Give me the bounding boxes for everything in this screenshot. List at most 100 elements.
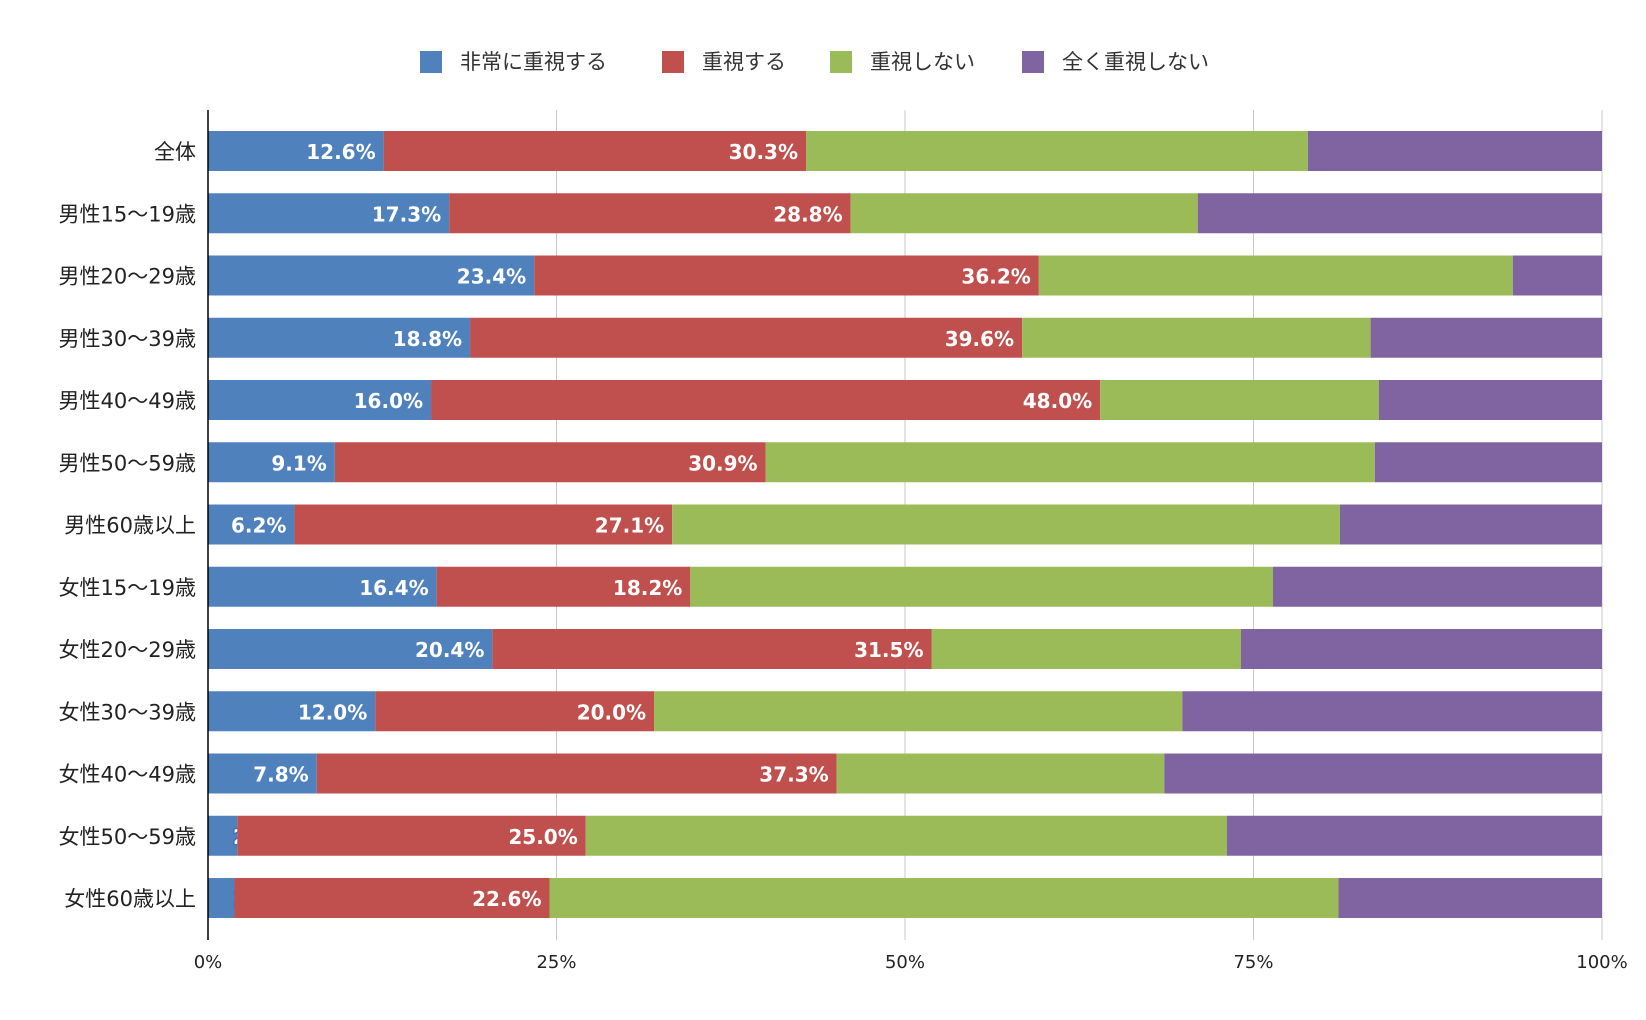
- bar-segment-5-3: [1374, 442, 1602, 483]
- legend: 非常に重視する 重視する 重視しない 全く重視しない: [420, 50, 1209, 74]
- bar-segment-6-0: [208, 504, 295, 545]
- x-tick-label-2: 50%: [885, 952, 925, 973]
- category-labels: 全体男性15〜19歳男性20〜29歳男性30〜39歳男性40〜49歳男性50〜5…: [59, 140, 196, 911]
- bar-segment-10-2: [836, 753, 1165, 794]
- legend-swatch-3: [1022, 51, 1044, 73]
- bar-segment-8-3: [1240, 629, 1602, 669]
- data-label-9-0: 12.0%: [298, 700, 367, 724]
- legend-swatch-2: [830, 51, 852, 73]
- legend-swatch-0: [420, 51, 442, 73]
- bar-segment-12-1: [234, 878, 550, 918]
- category-label-7: 女性15〜19歳: [59, 576, 196, 600]
- data-label-1-0: 17.3%: [372, 202, 441, 226]
- bar-segment-4-1: [431, 380, 1101, 420]
- data-label-3-0: 18.8%: [393, 327, 462, 351]
- bar-segment-8-0: [208, 629, 493, 669]
- data-label-5-0: 9.1%: [271, 451, 326, 475]
- bar-segment-11-2: [585, 815, 1228, 856]
- data-label-0-1: 30.3%: [729, 140, 798, 164]
- data-label-6-1: 27.1%: [595, 514, 664, 538]
- bar-segment-9-3: [1182, 691, 1602, 732]
- bar-segment-5-1: [334, 442, 766, 483]
- data-label-7-1: 18.2%: [613, 576, 682, 600]
- bar-segment-2-1: [534, 255, 1039, 296]
- bar-segment-6-3: [1339, 504, 1602, 545]
- bar-segment-4-3: [1378, 380, 1602, 420]
- bar-segment-1-1: [449, 193, 851, 234]
- bar-segment-7-3: [1273, 566, 1602, 607]
- bar-segment-4-2: [1100, 380, 1379, 420]
- bar-segment-0-0: [208, 131, 384, 171]
- data-label-8-1: 31.5%: [854, 638, 923, 662]
- bar-segment-2-2: [1038, 255, 1513, 296]
- x-tick-label-0: 0%: [194, 952, 223, 973]
- bar-segment-10-3: [1164, 753, 1602, 794]
- bar-segment-12-2: [549, 878, 1339, 918]
- legend-label-1: 重視する: [702, 50, 786, 74]
- bar-segment-7-1: [436, 566, 691, 607]
- category-label-10: 女性40〜49歳: [59, 763, 196, 787]
- bar-segment-8-2: [931, 629, 1241, 669]
- category-label-12: 女性60歳以上: [64, 887, 196, 911]
- bar-segment-9-1: [375, 691, 655, 732]
- bar-segment-3-2: [1022, 317, 1371, 358]
- bar-segment-3-1: [470, 317, 1023, 358]
- bar-segment-1-0: [208, 193, 450, 234]
- bar-segment-7-2: [690, 566, 1274, 607]
- bar-segment-6-2: [672, 504, 1340, 545]
- x-axis-ticks: 0% 25% 50% 75% 100%: [194, 952, 1628, 973]
- category-label-3: 男性30〜39歳: [59, 327, 196, 351]
- bar-segment-11-3: [1227, 815, 1602, 856]
- data-label-12-1: 22.6%: [472, 887, 541, 911]
- data-label-11-1: 25.0%: [508, 825, 577, 849]
- bar-segment-10-1: [316, 753, 837, 794]
- x-tick-label-1: 25%: [536, 952, 576, 973]
- bar-segment-5-2: [765, 442, 1375, 483]
- bar-segment-0-2: [806, 131, 1308, 171]
- category-label-8: 女性20〜29歳: [59, 638, 196, 662]
- bar-segment-0-1: [383, 131, 807, 171]
- legend-label-2: 重視しない: [870, 50, 975, 74]
- bar-segment-0-3: [1307, 131, 1602, 171]
- data-label-5-1: 30.9%: [688, 451, 757, 475]
- data-label-4-1: 48.0%: [1023, 389, 1092, 413]
- category-label-1: 男性15〜19歳: [59, 202, 196, 226]
- category-label-2: 男性20〜29歳: [59, 265, 196, 289]
- data-label-6-0: 6.2%: [231, 514, 286, 538]
- bar-segment-11-0: [208, 815, 238, 856]
- category-label-11: 女性50〜59歳: [59, 825, 196, 849]
- data-label-10-0: 7.8%: [253, 763, 308, 787]
- bars: 12.6% 30.3% 17.3% 28.8% 23.4% 36.2% 18.8% 39.6%…: [208, 131, 1602, 918]
- bar-segment-6-1: [294, 504, 673, 545]
- data-label-10-1: 37.3%: [759, 763, 828, 787]
- data-label-9-1: 20.0%: [577, 700, 646, 724]
- data-label-2-0: 23.4%: [457, 265, 526, 289]
- bar-segment-1-3: [1197, 193, 1602, 234]
- bar-segment-11-1: [237, 815, 586, 856]
- category-label-4: 男性40〜49歳: [59, 389, 196, 413]
- data-label-4-0: 16.0%: [354, 389, 423, 413]
- legend-label-0: 非常に重視する: [460, 50, 607, 74]
- category-label-0: 全体: [154, 140, 196, 164]
- category-label-9: 女性30〜39歳: [59, 700, 196, 724]
- legend-label-3: 全く重視しない: [1062, 50, 1209, 74]
- category-label-6: 男性60歳以上: [64, 514, 196, 538]
- bar-segment-12-0: [208, 878, 235, 918]
- bar-segment-3-3: [1370, 317, 1602, 358]
- data-label-2-1: 36.2%: [961, 265, 1030, 289]
- data-label-1-1: 28.8%: [773, 202, 842, 226]
- bar-segment-10-0: [208, 753, 317, 794]
- x-tick-label-4: 100%: [1576, 952, 1627, 973]
- x-tick-label-3: 75%: [1233, 952, 1273, 973]
- legend-swatch-1: [662, 51, 684, 73]
- bar-segment-2-3: [1512, 255, 1602, 296]
- bar-segment-2-0: [208, 255, 535, 296]
- bar-segment-9-2: [654, 691, 1183, 732]
- bar-segment-5-0: [208, 442, 335, 483]
- data-label-7-0: 16.4%: [359, 576, 428, 600]
- bar-segment-4-0: [208, 380, 432, 420]
- bar-segment-3-0: [208, 317, 471, 358]
- data-label-8-0: 20.4%: [415, 638, 484, 662]
- category-label-5: 男性50〜59歳: [59, 451, 196, 475]
